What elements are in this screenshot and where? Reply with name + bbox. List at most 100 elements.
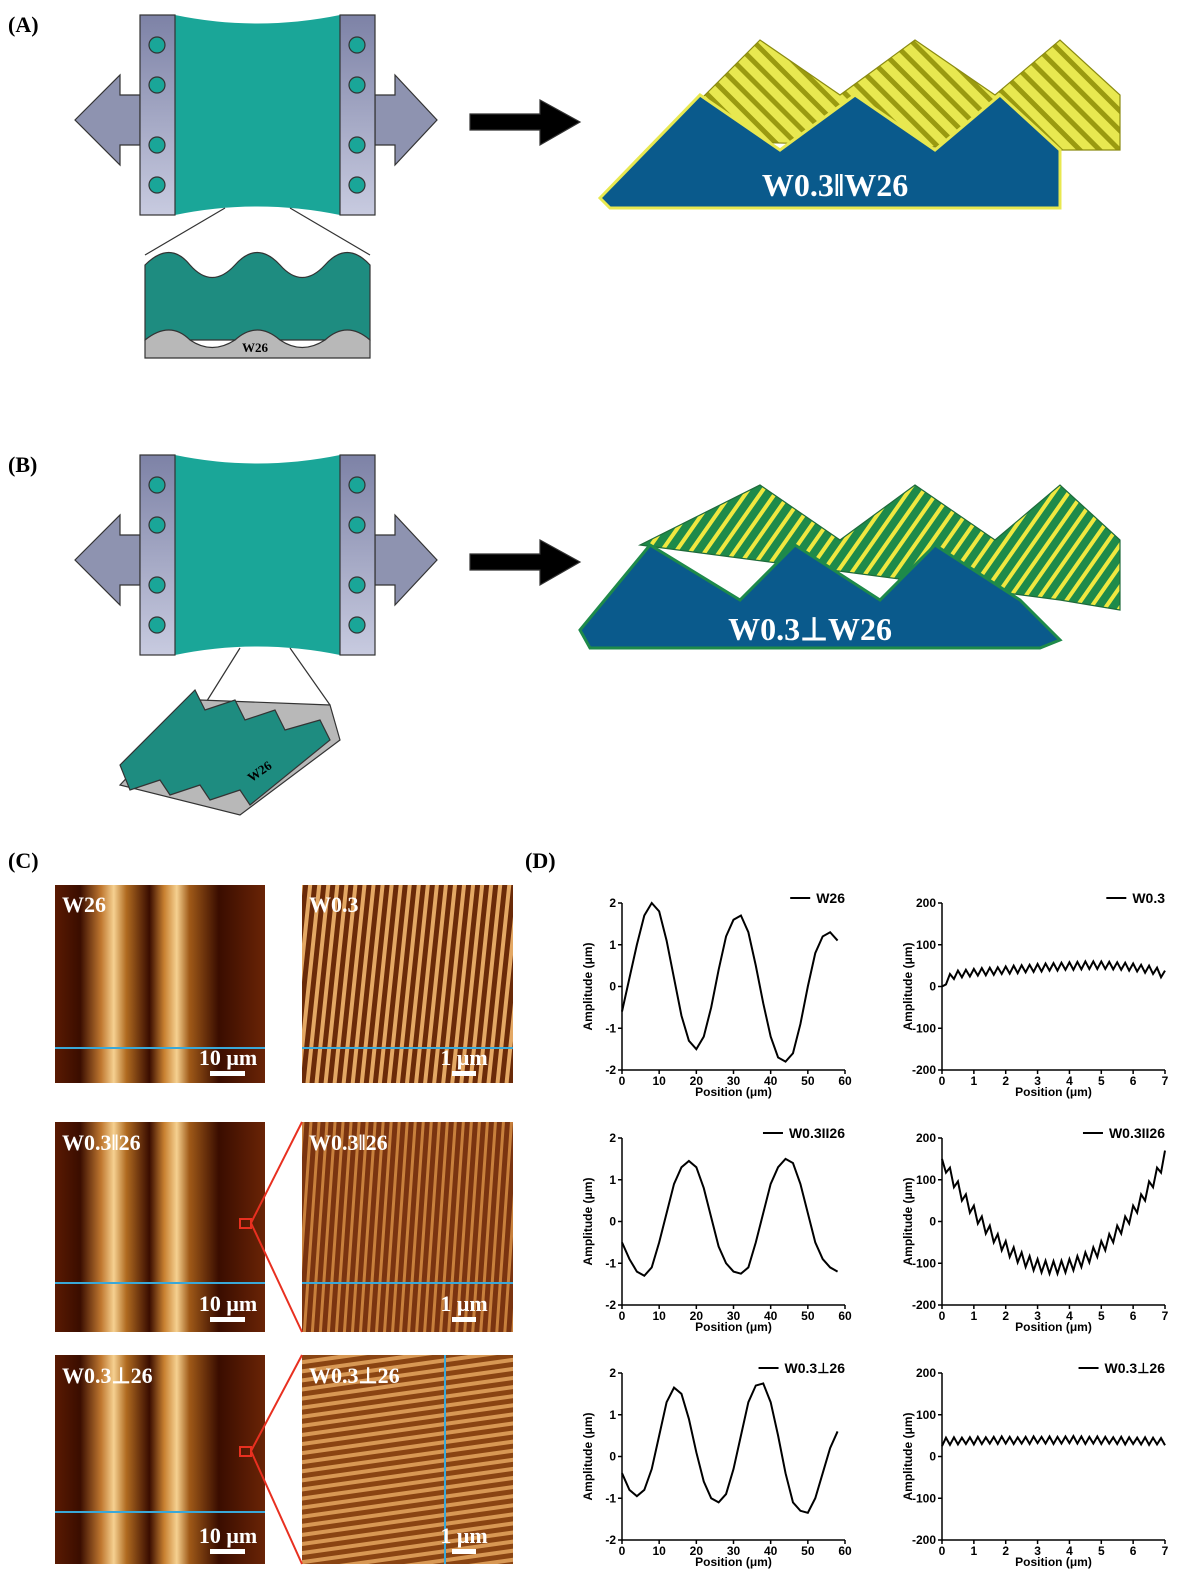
x-tick-label: 10 — [652, 1309, 666, 1323]
x-tick-label: 6 — [1130, 1309, 1137, 1323]
shape — [75, 515, 140, 605]
x-tick-label: 1 — [971, 1074, 978, 1088]
x-tick-label: 0 — [619, 1544, 626, 1558]
shape — [452, 1317, 476, 1322]
scale-bar-label: 10 μm — [199, 1045, 257, 1070]
y-tick-label: 0 — [929, 1215, 936, 1229]
y-tick-label: -200 — [912, 1063, 936, 1077]
x-axis-label: Position (μm) — [1015, 1085, 1092, 1099]
legend-label: W0.3⊥26 — [785, 1360, 846, 1376]
y-tick-label: 200 — [916, 1131, 936, 1145]
data-line — [622, 903, 838, 1062]
shape — [470, 100, 580, 145]
x-tick-label: 2 — [1002, 1309, 1009, 1323]
shape — [375, 515, 437, 605]
x-tick-label: 50 — [801, 1309, 815, 1323]
afm-label: W0.3‖26 — [62, 1130, 141, 1155]
y-tick-label: 0 — [929, 1450, 936, 1464]
x-tick-label: 0 — [939, 1544, 946, 1558]
stretch-diagram-a — [75, 15, 1120, 358]
scale-bar-label: 1 μm — [440, 1291, 487, 1316]
shape — [452, 1549, 476, 1554]
shape — [149, 77, 165, 93]
shape — [149, 477, 165, 493]
x-axis-label: Position (μm) — [1015, 1555, 1092, 1569]
y-tick-label: -200 — [912, 1298, 936, 1312]
x-tick-label: 5 — [1098, 1544, 1105, 1558]
x-tick-label: 50 — [801, 1074, 815, 1088]
x-tick-label: 0 — [939, 1074, 946, 1088]
y-axis-label: Amplitude (μm) — [901, 942, 915, 1030]
panel-label: (B) — [8, 452, 37, 477]
x-tick-label: 2 — [1002, 1074, 1009, 1088]
legend-label: W26 — [816, 890, 845, 906]
shape — [149, 517, 165, 533]
shape — [349, 517, 365, 533]
x-axis-label: Position (μm) — [695, 1320, 772, 1334]
y-tick-label: 2 — [609, 896, 616, 910]
afm-label: W0.3⊥26 — [62, 1363, 153, 1388]
y-tick-label: 2 — [609, 1366, 616, 1380]
panel-label: (A) — [8, 12, 39, 37]
shape — [210, 1317, 245, 1322]
y-tick-label: -2 — [605, 1063, 616, 1077]
y-tick-label: -100 — [912, 1256, 936, 1270]
scale-bar-label: 1 μm — [440, 1523, 487, 1548]
figure: (A) (B) (C) (D) W26 W0.3‖W26 W26 W0.3⊥W2… — [0, 0, 1200, 1589]
y-tick-label: 100 — [916, 1408, 936, 1422]
panel-label: (D) — [525, 848, 556, 873]
panel-label: (C) — [8, 848, 39, 873]
y-tick-label: -2 — [605, 1533, 616, 1547]
legend-label: W0.3⊥26 — [1105, 1360, 1166, 1376]
inset-label: W26 — [242, 340, 269, 355]
x-tick-label: 1 — [971, 1309, 978, 1323]
y-tick-label: 200 — [916, 896, 936, 910]
y-tick-label: 1 — [609, 1173, 616, 1187]
shape — [349, 577, 365, 593]
shape — [452, 1071, 476, 1076]
shape — [210, 1071, 245, 1076]
x-axis-label: Position (μm) — [695, 1085, 772, 1099]
y-tick-label: 100 — [916, 938, 936, 952]
x-axis-label: Position (μm) — [695, 1555, 772, 1569]
shape — [349, 617, 365, 633]
y-tick-label: -2 — [605, 1298, 616, 1312]
y-tick-label: -1 — [605, 1256, 616, 1270]
x-tick-label: 7 — [1162, 1544, 1169, 1558]
shape — [149, 577, 165, 593]
shape — [349, 137, 365, 153]
x-tick-label: 0 — [939, 1309, 946, 1323]
legend-label: W0.3II26 — [1109, 1125, 1165, 1141]
y-tick-label: -100 — [912, 1491, 936, 1505]
y-axis-label: Amplitude (μm) — [581, 1177, 595, 1265]
x-tick-label: 0 — [619, 1074, 626, 1088]
stretch-diagram-b — [75, 455, 1120, 815]
x-tick-label: 60 — [838, 1074, 852, 1088]
data-line — [622, 1159, 838, 1276]
y-tick-label: 0 — [929, 980, 936, 994]
y-tick-label: 1 — [609, 1408, 616, 1422]
scale-bar-label: 10 μm — [199, 1291, 257, 1316]
shape — [349, 177, 365, 193]
x-tick-label: 0 — [619, 1309, 626, 1323]
x-tick-label: 10 — [652, 1074, 666, 1088]
shape — [349, 477, 365, 493]
x-tick-label: 2 — [1002, 1544, 1009, 1558]
shape — [349, 37, 365, 53]
x-tick-label: 60 — [838, 1544, 852, 1558]
legend-label: W0.3II26 — [789, 1125, 845, 1141]
shape — [145, 253, 370, 341]
data-line — [942, 961, 1165, 986]
y-axis-label: Amplitude (μm) — [581, 942, 595, 1030]
x-axis-label: Position (μm) — [1015, 1320, 1092, 1334]
shape — [349, 77, 365, 93]
y-axis-label: Amplitude (μm) — [901, 1412, 915, 1500]
page-body: (A) (B) (C) (D) W26 W0.3‖W26 W26 W0.3⊥W2… — [0, 0, 1200, 1589]
x-tick-label: 5 — [1098, 1309, 1105, 1323]
shape — [175, 15, 340, 215]
x-tick-label: 5 — [1098, 1074, 1105, 1088]
page: Wrinkle figure {"panel_labels": ["(A)", … — [0, 0, 1200, 1589]
x-tick-label: 7 — [1162, 1074, 1169, 1088]
x-tick-label: 1 — [971, 1544, 978, 1558]
data-line — [942, 1436, 1165, 1446]
